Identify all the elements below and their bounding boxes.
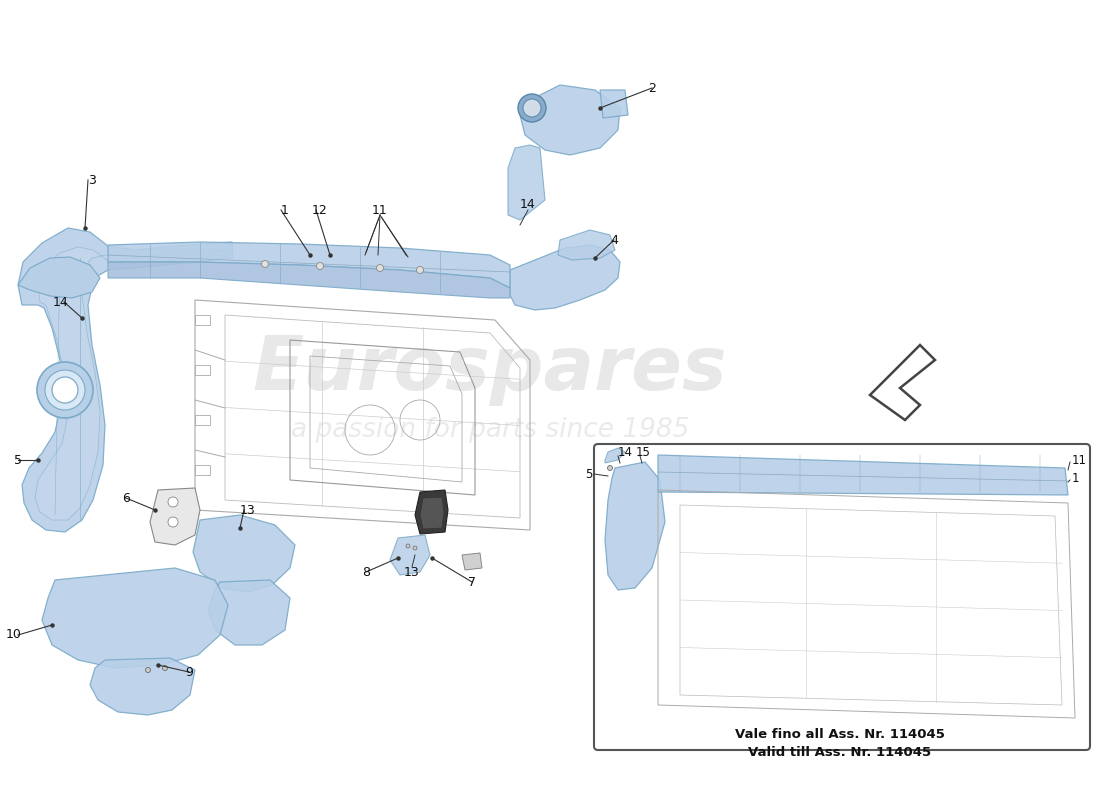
Text: Valid till Ass. Nr. 114045: Valid till Ass. Nr. 114045 <box>748 746 932 758</box>
Polygon shape <box>600 90 628 118</box>
Circle shape <box>417 266 424 274</box>
Text: 14: 14 <box>53 295 68 309</box>
Circle shape <box>37 362 94 418</box>
Text: 4: 4 <box>610 234 618 246</box>
Polygon shape <box>108 242 510 288</box>
Text: 6: 6 <box>122 491 130 505</box>
Circle shape <box>376 265 384 271</box>
Text: 13: 13 <box>240 503 256 517</box>
Polygon shape <box>605 462 665 590</box>
Polygon shape <box>605 448 625 463</box>
Text: 1: 1 <box>282 203 289 217</box>
Polygon shape <box>870 345 935 420</box>
Circle shape <box>168 517 178 527</box>
Polygon shape <box>18 228 233 532</box>
Text: 2: 2 <box>648 82 656 94</box>
Bar <box>195 315 210 325</box>
Text: 14: 14 <box>618 446 632 458</box>
Circle shape <box>607 466 613 470</box>
Polygon shape <box>150 488 200 545</box>
Circle shape <box>163 666 167 670</box>
Text: 9: 9 <box>185 666 192 678</box>
Polygon shape <box>42 568 228 668</box>
Text: 3: 3 <box>88 174 96 186</box>
Text: 8: 8 <box>362 566 370 578</box>
FancyBboxPatch shape <box>594 444 1090 750</box>
Polygon shape <box>90 658 195 715</box>
Circle shape <box>518 94 546 122</box>
Bar <box>195 465 210 475</box>
Text: 11: 11 <box>1072 454 1087 466</box>
Polygon shape <box>192 515 295 592</box>
Polygon shape <box>558 230 615 260</box>
Text: Eurospares: Eurospares <box>253 334 727 406</box>
Text: 15: 15 <box>636 446 651 458</box>
Polygon shape <box>35 247 226 520</box>
Circle shape <box>145 667 151 673</box>
Polygon shape <box>510 245 620 310</box>
Circle shape <box>52 377 78 403</box>
Bar <box>195 365 210 375</box>
Circle shape <box>406 544 410 548</box>
Circle shape <box>522 99 541 117</box>
Text: 5: 5 <box>584 469 592 482</box>
Bar <box>195 415 210 425</box>
Polygon shape <box>658 455 1068 495</box>
Text: 10: 10 <box>7 629 22 642</box>
Text: 5: 5 <box>14 454 22 466</box>
Polygon shape <box>208 580 290 645</box>
Circle shape <box>317 262 323 270</box>
Polygon shape <box>462 553 482 570</box>
Polygon shape <box>520 85 620 155</box>
Text: 7: 7 <box>468 575 476 589</box>
Circle shape <box>45 370 85 410</box>
Polygon shape <box>18 257 100 298</box>
Polygon shape <box>508 145 544 220</box>
Text: a passion for parts since 1985: a passion for parts since 1985 <box>290 417 690 443</box>
Polygon shape <box>415 490 448 534</box>
Circle shape <box>412 546 417 550</box>
Text: Vale fino all Ass. Nr. 114045: Vale fino all Ass. Nr. 114045 <box>735 729 945 742</box>
Text: 11: 11 <box>372 203 388 217</box>
Circle shape <box>168 497 178 507</box>
Circle shape <box>262 261 268 267</box>
Text: 14: 14 <box>520 198 536 211</box>
Text: 12: 12 <box>312 203 328 217</box>
Polygon shape <box>420 497 444 529</box>
Polygon shape <box>108 262 510 298</box>
Text: 13: 13 <box>404 566 420 578</box>
Text: 1: 1 <box>1072 471 1079 485</box>
Polygon shape <box>390 535 430 575</box>
